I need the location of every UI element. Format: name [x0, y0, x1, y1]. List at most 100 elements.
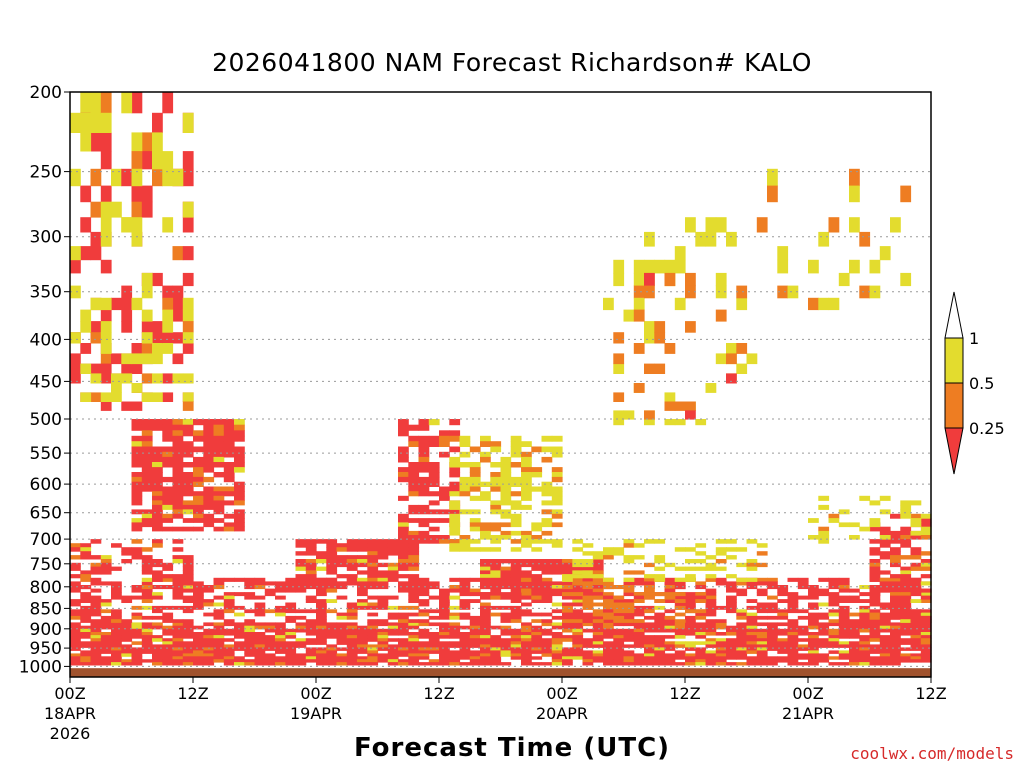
heat-cell-red	[859, 592, 871, 597]
heat-cell-red	[244, 635, 256, 639]
heat-cell-red	[305, 562, 317, 568]
heat-cell-red	[510, 585, 522, 590]
heat-cell-red	[162, 619, 174, 623]
heat-cell-red	[818, 656, 830, 660]
x-axis-title: Forecast Time (UTC)	[353, 733, 671, 763]
heat-cell-red	[572, 566, 584, 571]
heat-cell-red	[541, 570, 553, 575]
heat-cell-orange	[685, 285, 696, 299]
heat-cell-red	[182, 650, 194, 654]
heat-cell-red	[111, 653, 122, 657]
heat-cell-red	[439, 653, 450, 657]
heat-cell-red	[746, 659, 758, 663]
heat-cell-red	[193, 435, 204, 442]
heat-cell-red	[305, 650, 317, 654]
heat-cell-red	[428, 581, 440, 586]
heat-cell-red	[172, 495, 184, 501]
heat-cell-red	[131, 588, 143, 593]
heat-cell-red	[223, 622, 235, 627]
heat-cell-red	[111, 641, 122, 645]
heat-cell-red	[664, 622, 676, 627]
heat-cell-red	[480, 659, 491, 663]
heat-cell-red	[377, 619, 389, 623]
heat-cell-yellow	[295, 638, 307, 642]
heat-cell-red	[346, 644, 358, 648]
heat-cell-red	[603, 659, 614, 663]
heat-cell-red	[182, 632, 194, 636]
heat-cell-red	[623, 599, 635, 603]
heat-cell-red	[305, 577, 317, 582]
heat-cell-red	[100, 659, 112, 663]
heat-cell-red	[275, 588, 286, 593]
heat-cell-red	[244, 622, 256, 627]
heat-cell-orange	[449, 539, 461, 544]
heat-cell-yellow	[500, 481, 512, 487]
heat-cell-red	[490, 659, 502, 663]
heat-cell-red	[756, 653, 768, 657]
heat-cell-red	[418, 641, 430, 645]
heat-cell-red	[162, 644, 174, 648]
heat-cell-red	[510, 577, 522, 582]
heat-cell-yellow	[500, 486, 512, 492]
heat-cell-red	[305, 647, 317, 651]
heat-cell-red	[141, 635, 153, 639]
heat-cell-red	[398, 650, 409, 654]
heat-cell-red	[715, 656, 727, 660]
heat-cell-yellow	[685, 577, 696, 582]
heat-cell-red	[828, 644, 840, 648]
heat-cell-red	[357, 647, 368, 651]
heat-cell-red	[346, 662, 358, 666]
heat-cell-red	[111, 656, 122, 660]
heat-cell-red	[131, 462, 143, 468]
heat-cell-yellow	[562, 577, 573, 582]
heat-cell-red	[787, 577, 799, 582]
heat-cell-red	[541, 599, 553, 603]
heat-cell-red	[510, 562, 522, 568]
heat-cell-red	[100, 566, 112, 571]
heat-cell-yellow	[695, 419, 707, 426]
heat-cell-red	[623, 638, 635, 642]
heat-cell-red	[182, 486, 194, 492]
heat-cell-red	[182, 574, 194, 579]
heat-cell-orange	[572, 644, 584, 648]
heat-cell-red	[131, 495, 143, 501]
heat-cell-yellow	[510, 547, 522, 552]
credit-text[interactable]: coolwx.com/models	[850, 744, 1014, 763]
heat-cell-red	[182, 343, 194, 354]
heat-cell-yellow	[551, 446, 563, 453]
heat-cell-red	[818, 615, 830, 620]
heat-cell-red	[736, 656, 748, 660]
heat-cell-red	[203, 500, 215, 506]
heat-cell-red	[90, 231, 102, 247]
heat-cell-orange	[685, 609, 696, 614]
heat-cell-red	[111, 581, 122, 586]
heat-cell-red	[398, 467, 409, 473]
heat-cell-red	[152, 562, 163, 568]
heat-cell-yellow	[100, 602, 112, 607]
heat-cell-yellow	[490, 462, 502, 468]
heat-cell-yellow	[715, 551, 727, 556]
heat-cell-red	[141, 555, 153, 560]
heat-cell-orange	[152, 500, 163, 506]
heat-cell-red	[418, 419, 430, 426]
heat-cell-red	[131, 659, 143, 663]
heat-cell-orange	[551, 476, 563, 483]
heat-cell-red	[234, 592, 245, 597]
heat-cell-red	[674, 656, 686, 660]
heat-cell-red	[234, 625, 245, 630]
heat-cell-red	[910, 615, 922, 620]
heat-cell-red	[890, 609, 901, 614]
heat-cell-red	[70, 632, 81, 636]
heat-cell-red	[408, 577, 420, 582]
heat-cell-yellow	[767, 168, 778, 187]
heat-cell-red	[234, 641, 245, 645]
heat-cell-yellow	[644, 231, 655, 247]
heat-cell-red	[613, 650, 625, 654]
heat-cell-orange	[828, 628, 840, 633]
heat-cell-red	[777, 609, 789, 614]
heat-cell-red	[879, 555, 891, 560]
heat-cell-red	[428, 615, 440, 620]
heat-cell-red	[736, 644, 748, 648]
heat-cell-red	[346, 574, 358, 579]
heat-cell-red	[736, 641, 748, 645]
